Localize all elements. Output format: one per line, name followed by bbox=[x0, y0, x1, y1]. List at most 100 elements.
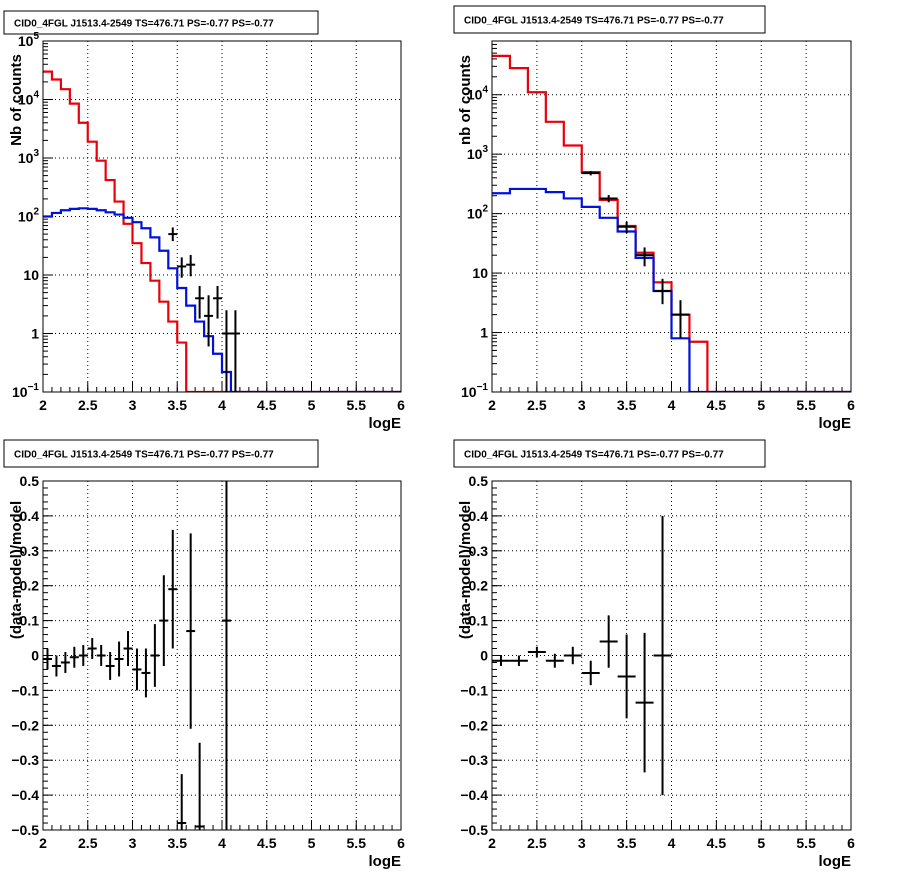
plot-frame bbox=[491, 40, 852, 393]
x-axis-label: logE bbox=[369, 853, 402, 870]
y-tick-label: 10−1 bbox=[12, 382, 39, 400]
x-tick-label: 5.5 bbox=[347, 835, 367, 851]
x-tick-label: 3 bbox=[129, 397, 137, 413]
x-tick-label: 2 bbox=[39, 835, 47, 851]
x-tick-label: 3 bbox=[129, 835, 137, 851]
x-tick-label: 5.5 bbox=[347, 397, 367, 413]
y-tick-label: −0.5 bbox=[11, 822, 39, 838]
x-tick-label: 3 bbox=[578, 397, 586, 413]
x-tick-label: 5.5 bbox=[796, 397, 816, 413]
y-tick-label: −0.1 bbox=[460, 682, 488, 698]
chart-title: CID0_4FGL J1513.4-2549 TS=476.71 PS=-0.7… bbox=[464, 450, 724, 461]
x-tick-label: 5 bbox=[757, 397, 765, 413]
x-tick-label: 5.5 bbox=[796, 835, 816, 851]
x-tick-label: 5 bbox=[308, 835, 316, 851]
y-tick-label: −0.2 bbox=[11, 717, 39, 733]
plot-frame bbox=[42, 40, 402, 393]
y-tick-label: 102 bbox=[467, 204, 489, 222]
y-axis-label: Nb of counts bbox=[8, 54, 25, 146]
y-tick-label: 0 bbox=[31, 648, 39, 664]
x-tick-label: 4.5 bbox=[257, 397, 277, 413]
y-axis-label: (data-model)/model bbox=[8, 501, 25, 639]
x-tick-label: 3.5 bbox=[617, 835, 637, 851]
y-tick-label: 1 bbox=[31, 326, 39, 342]
y-tick-label: −0.3 bbox=[11, 752, 39, 768]
y-tick-label: −0.4 bbox=[460, 787, 488, 803]
chart-panel-3: CID0_4FGL J1513.4-2549 TS=476.71 PS=-0.7… bbox=[3, 439, 405, 870]
plot-area bbox=[43, 481, 231, 830]
x-tick-label: 5 bbox=[308, 397, 316, 413]
chart-panel-2: CID0_4FGL J1513.4-2549 TS=476.71 PS=-0.7… bbox=[453, 5, 855, 432]
x-tick-label: 3 bbox=[578, 835, 586, 851]
x-tick-label: 4 bbox=[668, 835, 676, 851]
y-tick-label: 0.3 bbox=[469, 543, 489, 559]
x-tick-label: 3.5 bbox=[168, 835, 188, 851]
x-axis-label: logE bbox=[819, 853, 852, 870]
x-tick-label: 2.5 bbox=[78, 397, 98, 413]
x-tick-label: 2 bbox=[39, 397, 47, 413]
y-tick-label: 105 bbox=[18, 31, 40, 49]
x-tick-label: 4 bbox=[218, 397, 226, 413]
y-tick-label: 104 bbox=[18, 90, 40, 108]
y-tick-label: 0.2 bbox=[469, 578, 489, 594]
x-axis-label: logE bbox=[819, 415, 852, 432]
y-tick-label: −0.2 bbox=[460, 717, 488, 733]
plot-frame bbox=[491, 480, 852, 831]
plot-area bbox=[492, 515, 672, 796]
y-axis-label: (data-model)/model bbox=[457, 501, 474, 639]
chart-title: CID0_4FGL J1513.4-2549 TS=476.71 PS=-0.7… bbox=[14, 19, 274, 30]
y-tick-label: 0.3 bbox=[20, 543, 40, 559]
y-tick-label: 0.4 bbox=[469, 508, 489, 524]
x-tick-label: 4 bbox=[218, 835, 226, 851]
y-tick-label: −0.4 bbox=[11, 787, 39, 803]
y-tick-label: 0.5 bbox=[20, 473, 40, 489]
y-tick-label: 102 bbox=[18, 207, 40, 225]
y-tick-label: 103 bbox=[18, 148, 40, 166]
x-tick-label: 6 bbox=[397, 397, 405, 413]
y-tick-label: 0.1 bbox=[469, 613, 489, 629]
y-tick-label: 10 bbox=[23, 267, 39, 283]
y-tick-label: 10 bbox=[472, 265, 488, 281]
y-axis-label: nb of counts bbox=[457, 55, 474, 145]
title-box bbox=[453, 5, 766, 34]
y-tick-label: 104 bbox=[467, 85, 489, 103]
x-tick-label: 6 bbox=[397, 835, 405, 851]
x-tick-label: 2.5 bbox=[527, 835, 547, 851]
y-tick-label: −0.1 bbox=[11, 682, 39, 698]
x-tick-label: 3.5 bbox=[168, 397, 188, 413]
component-histogram bbox=[43, 207, 401, 392]
x-tick-label: 6 bbox=[847, 397, 855, 413]
total_model-histogram bbox=[43, 70, 401, 392]
x-tick-label: 5 bbox=[757, 835, 765, 851]
x-tick-label: 6 bbox=[847, 835, 855, 851]
y-tick-label: −0.3 bbox=[460, 752, 488, 768]
y-tick-label: 1 bbox=[480, 325, 488, 341]
plot-frame bbox=[42, 480, 402, 831]
y-tick-label: 10−1 bbox=[461, 382, 488, 400]
y-tick-label: 103 bbox=[467, 144, 489, 162]
component-histogram bbox=[492, 187, 851, 392]
x-tick-label: 4 bbox=[668, 397, 676, 413]
x-tick-label: 2 bbox=[488, 397, 496, 413]
x-tick-label: 2.5 bbox=[78, 835, 98, 851]
plot-area bbox=[492, 54, 851, 392]
y-tick-label: 0.1 bbox=[20, 613, 40, 629]
plot-area bbox=[43, 70, 401, 392]
chart-panel-4: CID0_4FGL J1513.4-2549 TS=476.71 PS=-0.7… bbox=[453, 439, 855, 870]
x-tick-label: 4.5 bbox=[257, 835, 277, 851]
x-tick-label: 2 bbox=[488, 835, 496, 851]
y-tick-label: 0.4 bbox=[20, 508, 40, 524]
chart-title: CID0_4FGL J1513.4-2549 TS=476.71 PS=-0.7… bbox=[464, 16, 724, 27]
title-box bbox=[453, 439, 766, 468]
x-tick-label: 4.5 bbox=[707, 397, 727, 413]
chart-panel-1: CID0_4FGL J1513.4-2549 TS=476.71 PS=-0.7… bbox=[3, 10, 405, 432]
y-tick-label: 0.2 bbox=[20, 578, 40, 594]
y-tick-label: 0.5 bbox=[469, 473, 489, 489]
y-tick-label: 0 bbox=[480, 648, 488, 664]
x-tick-label: 3.5 bbox=[617, 397, 637, 413]
x-tick-label: 4.5 bbox=[707, 835, 727, 851]
x-axis-label: logE bbox=[369, 415, 402, 432]
title-box bbox=[3, 10, 319, 35]
x-tick-label: 2.5 bbox=[527, 397, 547, 413]
